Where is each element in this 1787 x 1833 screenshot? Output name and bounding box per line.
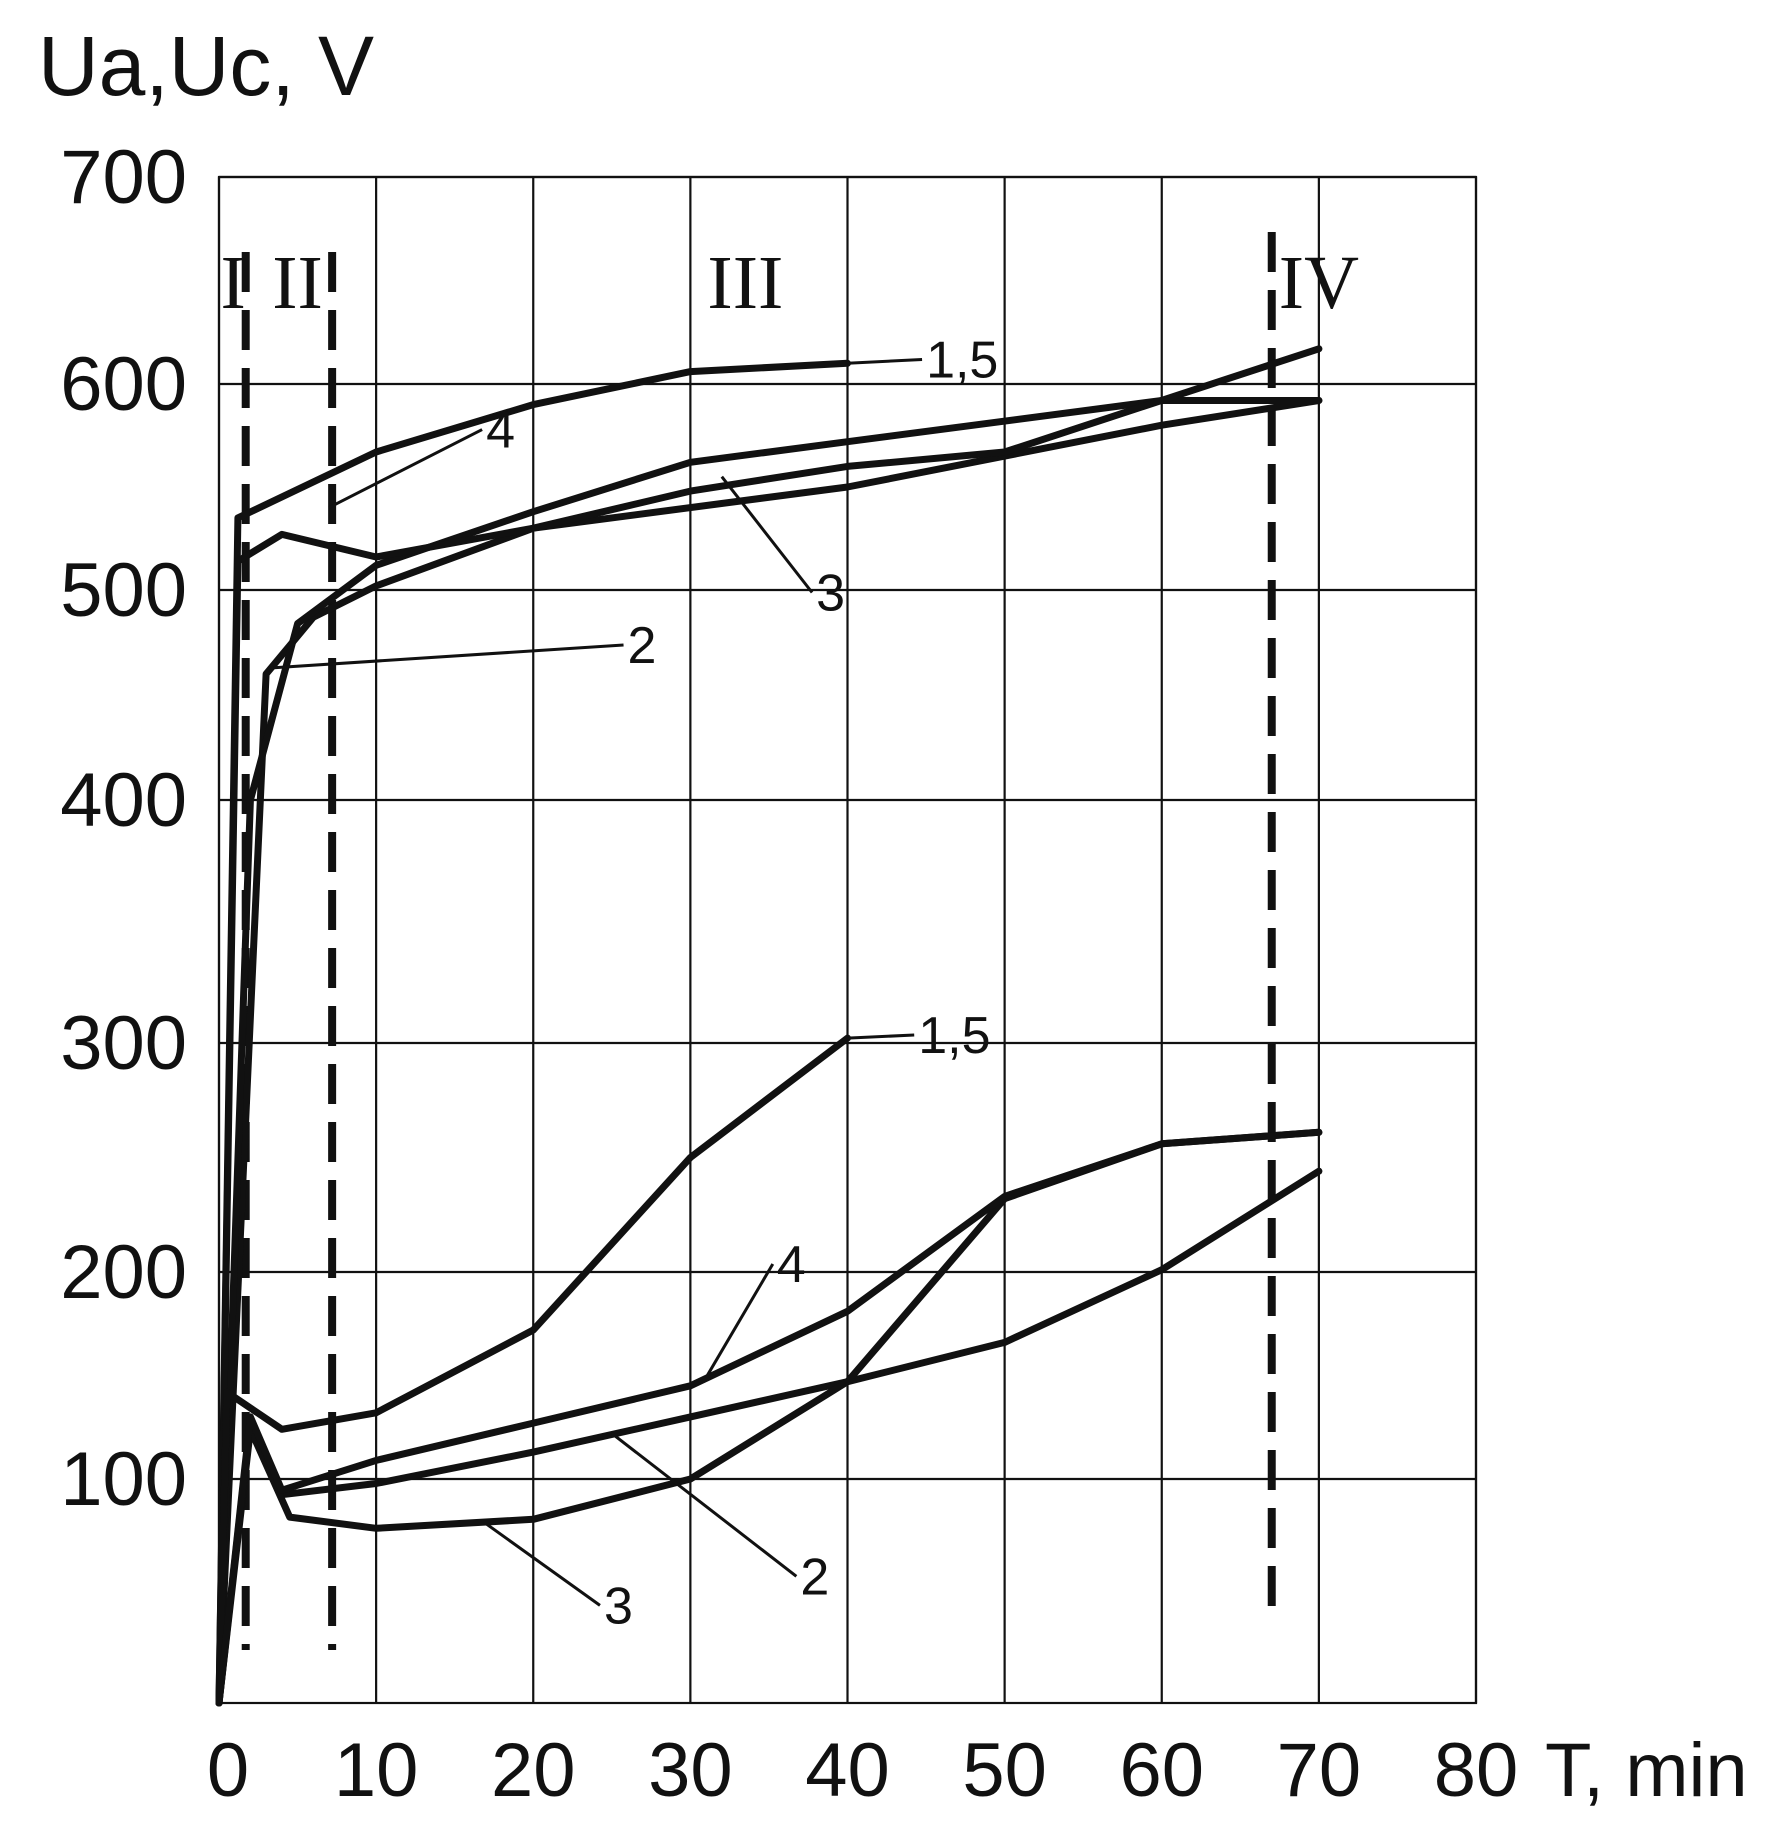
x-tick-60: 60 xyxy=(1119,1728,1204,1813)
curve-label-leader xyxy=(847,357,923,365)
stage-label-III: III xyxy=(707,241,783,325)
series-Uc-1-5 xyxy=(215,1034,851,1707)
series-lines xyxy=(215,345,1323,1707)
x-tick-30: 30 xyxy=(648,1728,733,1813)
curve-label-leader xyxy=(328,428,483,509)
y-tick-500: 500 xyxy=(60,548,187,633)
x-tick-40: 40 xyxy=(805,1728,890,1813)
x-tick-0: 0 xyxy=(207,1728,249,1813)
y-axis-label: Ua,Uc, V xyxy=(38,19,374,113)
x-tick-70: 70 xyxy=(1277,1728,1362,1813)
x-tick-50: 50 xyxy=(962,1728,1047,1813)
curve-label-1-5: 1,5 xyxy=(918,1007,990,1065)
tick-labels: 0 10 20 30 40 50 60 70 80 100 200 300 400 500 600 700 xyxy=(60,135,1518,1813)
curve-label-leader xyxy=(610,1432,798,1578)
series-Uc-3 xyxy=(215,1128,1323,1707)
curve-label-leader xyxy=(273,643,624,670)
stage-label-IV: IV xyxy=(1279,241,1359,325)
series-Uc-2 xyxy=(215,1167,1323,1707)
curve-label-1-5: 1,5 xyxy=(926,331,998,389)
curve-label-2: 2 xyxy=(800,1548,829,1606)
y-tick-700: 700 xyxy=(60,135,187,220)
curve-label-3: 3 xyxy=(604,1577,633,1635)
curve-label-2: 2 xyxy=(628,617,657,675)
curve-label-4: 4 xyxy=(486,402,515,460)
curve-label-leader xyxy=(485,1522,601,1607)
stage-label-I: I xyxy=(220,241,245,325)
curve-label-leader xyxy=(720,475,814,594)
x-tick-10: 10 xyxy=(334,1728,419,1813)
curve-label-leader xyxy=(704,1263,775,1379)
y-tick-400: 400 xyxy=(60,758,187,843)
curve-label-4: 4 xyxy=(777,1236,806,1294)
y-tick-100: 100 xyxy=(60,1437,187,1522)
stage-label-II: II xyxy=(272,241,323,325)
stage-dividers: I II III IV xyxy=(220,232,1359,1650)
x-axis-label: T, min xyxy=(1545,1728,1748,1813)
curve-labels: 1,5 4 2 3 1,5 4 2 3 xyxy=(273,331,998,1635)
y-tick-300: 300 xyxy=(60,1001,187,1086)
series-Ua-2 xyxy=(215,397,1323,1707)
curve-label-leader xyxy=(847,1033,915,1040)
y-tick-600: 600 xyxy=(60,342,187,427)
y-tick-200: 200 xyxy=(60,1230,187,1315)
series-Ua-3 xyxy=(215,397,1323,1707)
series-Ua-4 xyxy=(215,345,1323,1707)
x-tick-20: 20 xyxy=(491,1728,576,1813)
curve-label-3: 3 xyxy=(816,565,845,623)
x-tick-80: 80 xyxy=(1434,1728,1519,1813)
series-Uc-4 xyxy=(215,1128,1323,1707)
grid xyxy=(217,175,1478,1705)
